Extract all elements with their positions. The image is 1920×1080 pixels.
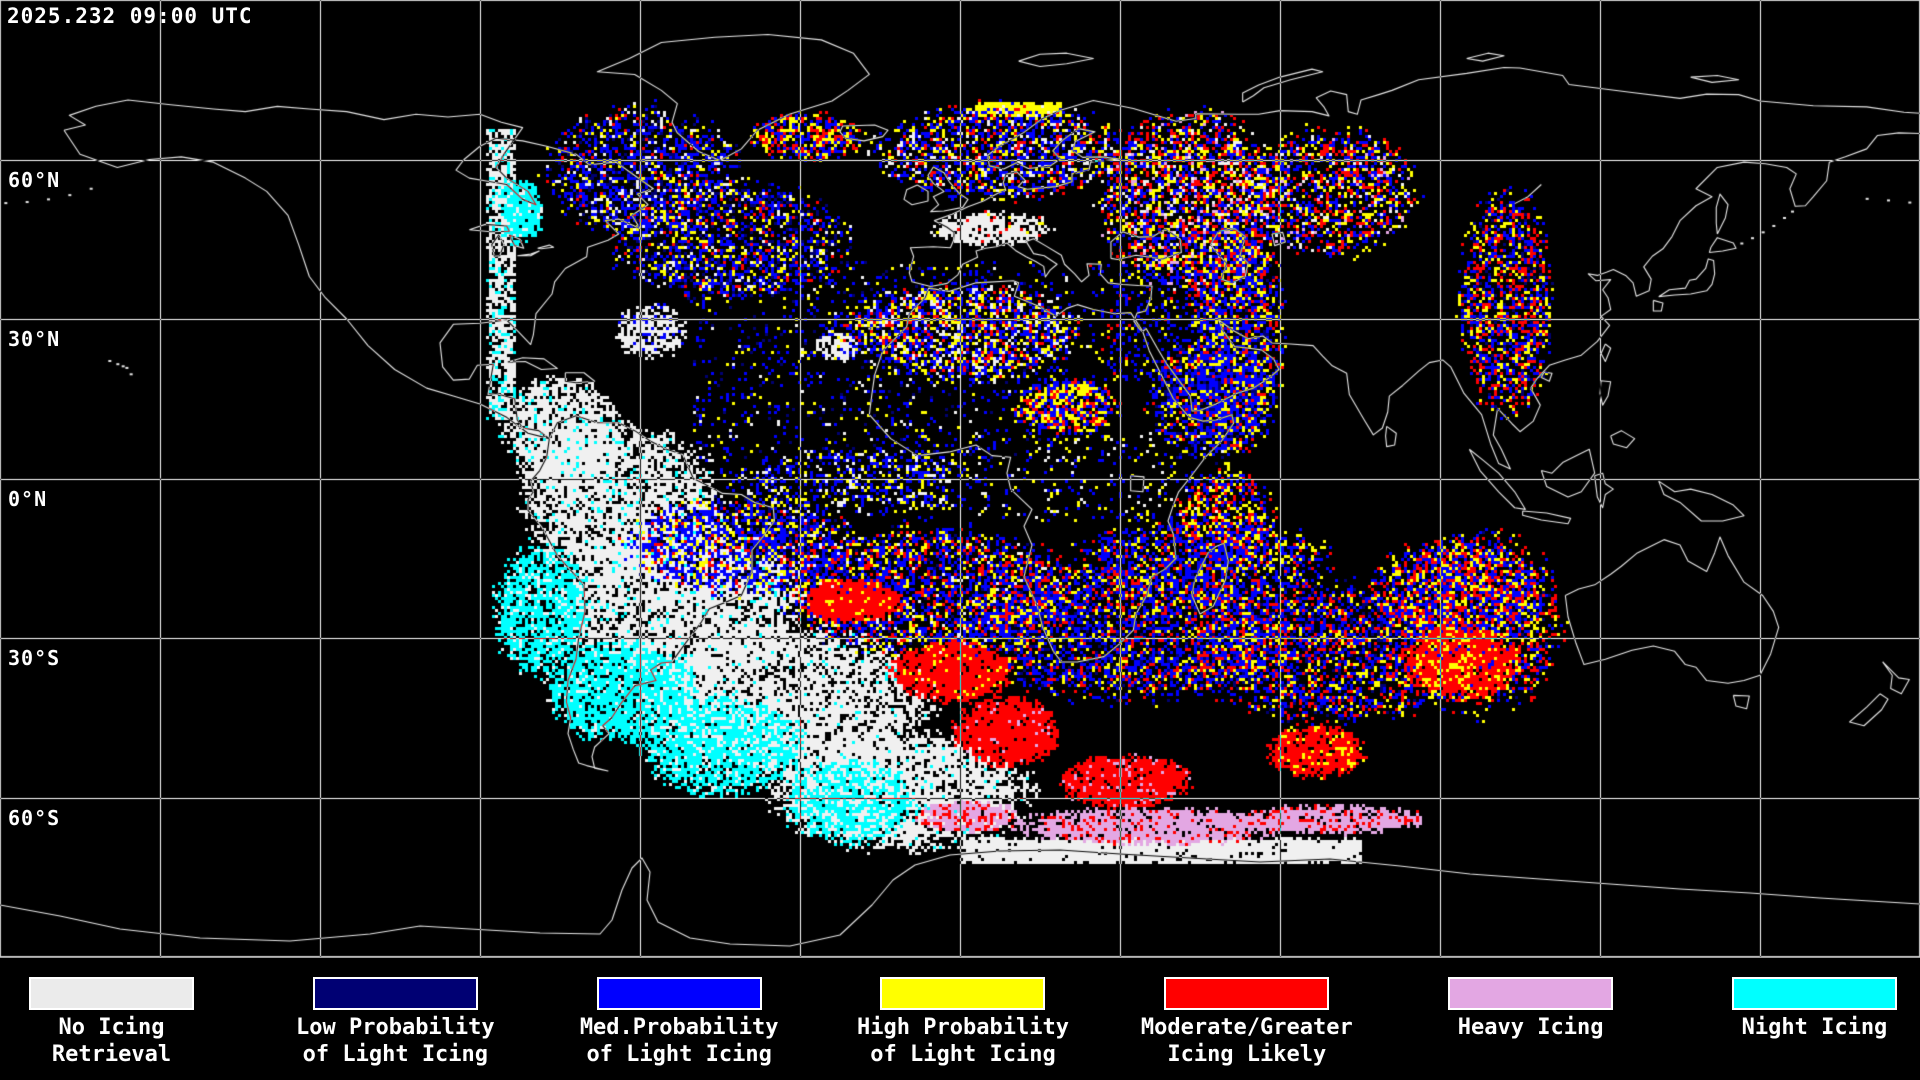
- legend-label-6: Night Icing: [1741, 1015, 1888, 1040]
- timestamp-label: 2025.232 09:00 UTC: [7, 4, 253, 28]
- legend-swatch-1: [312, 977, 478, 1010]
- legend-label-0: No Icing Retrieval: [51, 1015, 172, 1067]
- legend-swatch-2: [596, 977, 762, 1010]
- map-legend-divider: [0, 957, 1920, 958]
- legend-swatch-0: [29, 977, 194, 1010]
- world-map-canvas: [0, 0, 1920, 957]
- legend-label-1: Low Probability of Light Icing: [295, 1015, 495, 1067]
- legend-label-3: High Probability of Light Icing: [857, 1015, 1069, 1067]
- legend-swatch-3: [880, 977, 1046, 1010]
- lat-label-30N: 30°N: [8, 327, 61, 351]
- legend-bar: No Icing Retrieval Low Probability of Lig…: [0, 958, 1920, 1080]
- legend-swatch-6: [1731, 977, 1897, 1010]
- legend-label-5: Heavy Icing: [1457, 1015, 1604, 1040]
- lat-label-0N: 0°N: [8, 487, 48, 511]
- legend-swatch-5: [1448, 977, 1614, 1010]
- legend-label-4: Moderate/Greater Icing Likely: [1140, 1015, 1353, 1067]
- legend-label-2: Med.Probability of Light Icing: [579, 1015, 779, 1067]
- lat-label-30S: 30°S: [8, 646, 61, 670]
- lat-label-60N: 60°N: [8, 168, 61, 192]
- legend-swatch-4: [1164, 977, 1330, 1010]
- lat-label-60S: 60°S: [8, 806, 61, 830]
